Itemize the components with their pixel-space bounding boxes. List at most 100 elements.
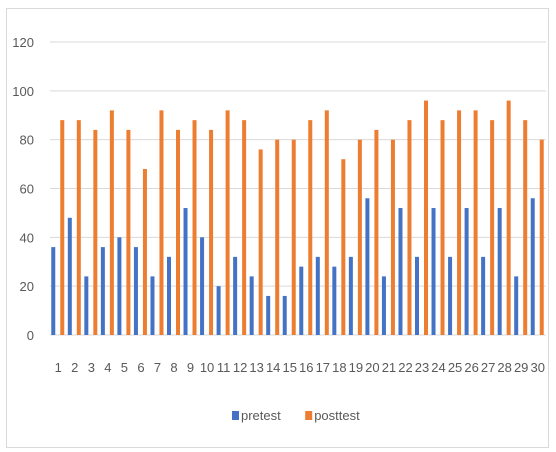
x-tick-label: 29 [514, 360, 528, 375]
x-tick-label: 1 [55, 360, 62, 375]
bar-pretest-14 [266, 295, 271, 335]
bar-posttest-7 [159, 110, 164, 335]
bar-posttest-24 [440, 120, 445, 335]
bar-pretest-1 [51, 247, 56, 335]
x-tick-label: 21 [382, 360, 396, 375]
bar-posttest-22 [407, 120, 412, 335]
x-tick-label: 26 [464, 360, 478, 375]
bar-posttest-13 [258, 149, 263, 335]
bar-pretest-7 [150, 276, 155, 335]
x-tick-label: 20 [365, 360, 379, 375]
bar-pretest-11 [216, 286, 221, 335]
bar-posttest-18 [341, 159, 346, 335]
legend-label-pretest: pretest [241, 408, 281, 423]
bar-posttest-27 [490, 120, 495, 335]
x-tick-label: 4 [104, 360, 111, 375]
x-tick-label: 5 [121, 360, 128, 375]
x-tick-label: 18 [332, 360, 346, 375]
y-tick-label: 80 [20, 133, 34, 148]
bar-posttest-20 [374, 129, 379, 335]
bar-posttest-6 [142, 168, 147, 335]
x-tick-label: 6 [137, 360, 144, 375]
x-tick-label: 28 [497, 360, 511, 375]
bar-posttest-26 [473, 110, 478, 335]
bar-posttest-14 [275, 139, 280, 335]
bar-posttest-5 [126, 129, 131, 335]
x-tick-label: 3 [88, 360, 95, 375]
x-tick-label: 16 [299, 360, 313, 375]
bar-posttest-17 [324, 110, 329, 335]
x-tick-label: 11 [217, 360, 231, 375]
bar-posttest-25 [457, 110, 462, 335]
gridlines [50, 41, 546, 336]
x-tick-label: 8 [170, 360, 177, 375]
x-tick-label: 14 [266, 360, 280, 375]
bars [51, 100, 544, 335]
x-tick-label: 24 [431, 360, 445, 375]
x-tick-label: 7 [154, 360, 161, 375]
bar-pretest-8 [167, 256, 171, 335]
bar-pretest-27 [481, 256, 486, 335]
x-tick-label: 12 [233, 360, 247, 375]
bar-pretest-20 [365, 198, 370, 335]
y-tick-label: 60 [20, 182, 34, 197]
bar-posttest-28 [506, 100, 511, 335]
bar-pretest-3 [84, 276, 89, 335]
x-tick-label: 17 [316, 360, 330, 375]
bar-pretest-5 [117, 237, 122, 335]
bar-pretest-4 [100, 247, 105, 335]
bar-posttest-4 [109, 110, 114, 335]
x-axis: 1 2 3 4 5 6 7 8 9 10 11 12 13 14 15 16 17 18 19 20 21 22 23 24 2… [55, 360, 545, 375]
bar-pretest-28 [497, 208, 502, 335]
bar-pretest-13 [249, 276, 254, 335]
bar-posttest-9 [192, 120, 197, 335]
bar-posttest-3 [93, 129, 98, 335]
legend-label-posttest: posttest [314, 408, 360, 423]
y-tick-label: 100 [12, 84, 34, 99]
bar-posttest-10 [209, 129, 214, 335]
legend-swatch-posttest [305, 411, 313, 420]
bar-pretest-2 [67, 217, 72, 335]
y-tick-label: 40 [20, 230, 34, 245]
x-tick-label: 23 [415, 360, 429, 375]
bar-pretest-17 [315, 256, 320, 335]
x-tick-label: 30 [530, 360, 544, 375]
bar-pretest-30 [530, 198, 535, 335]
bar-pretest-12 [233, 256, 238, 335]
bar-posttest-21 [390, 139, 395, 335]
bar-posttest-8 [176, 129, 180, 335]
bar-pretest-29 [514, 276, 519, 335]
x-tick-label: 9 [187, 360, 194, 375]
bar-pretest-26 [464, 208, 469, 335]
x-tick-label: 19 [349, 360, 363, 375]
legend: pretest posttest [232, 408, 360, 423]
bar-pretest-19 [348, 256, 353, 335]
x-tick-label: 2 [71, 360, 78, 375]
bar-pretest-21 [381, 276, 386, 335]
bar-posttest-11 [225, 110, 230, 335]
y-axis: 0 20 40 60 80 100 120 [12, 35, 34, 343]
bar-pretest-24 [431, 208, 436, 335]
bar-pretest-22 [398, 208, 403, 335]
x-tick-label: 10 [200, 360, 214, 375]
bar-posttest-1 [60, 120, 65, 335]
x-tick-label: 13 [249, 360, 263, 375]
bar-posttest-16 [308, 120, 313, 335]
bar-posttest-19 [357, 139, 362, 335]
y-tick-label: 120 [12, 35, 34, 50]
bar-posttest-30 [539, 139, 544, 335]
bar-pretest-25 [448, 256, 453, 335]
bar-pretest-16 [299, 266, 304, 335]
bar-posttest-29 [523, 120, 528, 335]
bar-pretest-6 [133, 247, 138, 335]
y-tick-label: 0 [27, 328, 34, 343]
x-tick-label: 25 [448, 360, 462, 375]
bar-pretest-15 [282, 295, 287, 335]
bar-posttest-2 [76, 120, 81, 335]
bar-pretest-9 [183, 208, 188, 335]
bar-pretest-18 [332, 266, 337, 335]
bar-posttest-15 [291, 139, 296, 335]
bar-pretest-10 [200, 237, 205, 335]
bar-pretest-23 [415, 256, 419, 335]
